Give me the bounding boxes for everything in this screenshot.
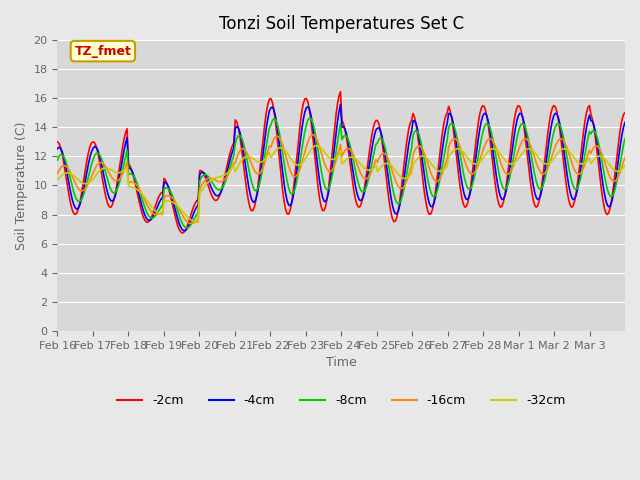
-32cm	[313, 143, 321, 148]
-4cm	[54, 146, 61, 152]
-8cm	[182, 225, 190, 231]
-4cm	[461, 194, 468, 200]
-8cm	[461, 177, 468, 183]
-8cm	[91, 153, 99, 159]
-4cm	[337, 101, 344, 107]
-2cm	[73, 210, 81, 216]
-8cm	[73, 197, 81, 203]
-2cm	[621, 110, 629, 116]
-32cm	[91, 174, 99, 180]
-16cm	[348, 150, 356, 156]
-4cm	[621, 120, 629, 125]
-16cm	[187, 221, 195, 227]
-8cm	[621, 135, 629, 141]
-32cm	[73, 176, 81, 181]
Line: -2cm: -2cm	[58, 92, 625, 233]
-16cm	[73, 183, 81, 189]
-2cm	[461, 204, 468, 210]
-4cm	[73, 206, 81, 212]
-32cm	[620, 164, 627, 170]
-4cm	[91, 144, 99, 150]
-2cm	[54, 139, 61, 145]
-8cm	[54, 157, 61, 163]
-32cm	[461, 151, 468, 157]
-8cm	[620, 142, 627, 148]
-2cm	[348, 178, 356, 183]
-2cm	[91, 140, 99, 145]
-16cm	[621, 155, 629, 160]
-16cm	[620, 159, 627, 165]
-32cm	[348, 155, 356, 160]
-16cm	[308, 132, 316, 138]
Line: -8cm: -8cm	[58, 118, 625, 228]
-4cm	[348, 165, 356, 170]
-16cm	[545, 161, 553, 167]
-2cm	[620, 112, 627, 118]
-8cm	[545, 152, 553, 157]
Legend: -2cm, -4cm, -8cm, -16cm, -32cm: -2cm, -4cm, -8cm, -16cm, -32cm	[112, 389, 570, 412]
-8cm	[305, 115, 313, 121]
-2cm	[178, 230, 186, 236]
Line: -32cm: -32cm	[58, 145, 625, 222]
-4cm	[620, 124, 627, 130]
-4cm	[181, 228, 189, 234]
Line: -4cm: -4cm	[58, 104, 625, 231]
Title: Tonzi Soil Temperatures Set C: Tonzi Soil Temperatures Set C	[219, 15, 464, 33]
-2cm	[337, 89, 344, 95]
Line: -16cm: -16cm	[58, 135, 625, 224]
-32cm	[195, 219, 202, 225]
-16cm	[461, 159, 468, 165]
-4cm	[545, 135, 553, 141]
-16cm	[54, 171, 61, 177]
-16cm	[91, 167, 99, 173]
-2cm	[545, 119, 553, 125]
X-axis label: Time: Time	[326, 356, 356, 369]
-32cm	[545, 160, 553, 166]
Y-axis label: Soil Temperature (C): Soil Temperature (C)	[15, 121, 28, 250]
-8cm	[348, 152, 356, 158]
-32cm	[621, 163, 629, 168]
Text: TZ_fmet: TZ_fmet	[74, 45, 131, 58]
-32cm	[54, 177, 61, 182]
